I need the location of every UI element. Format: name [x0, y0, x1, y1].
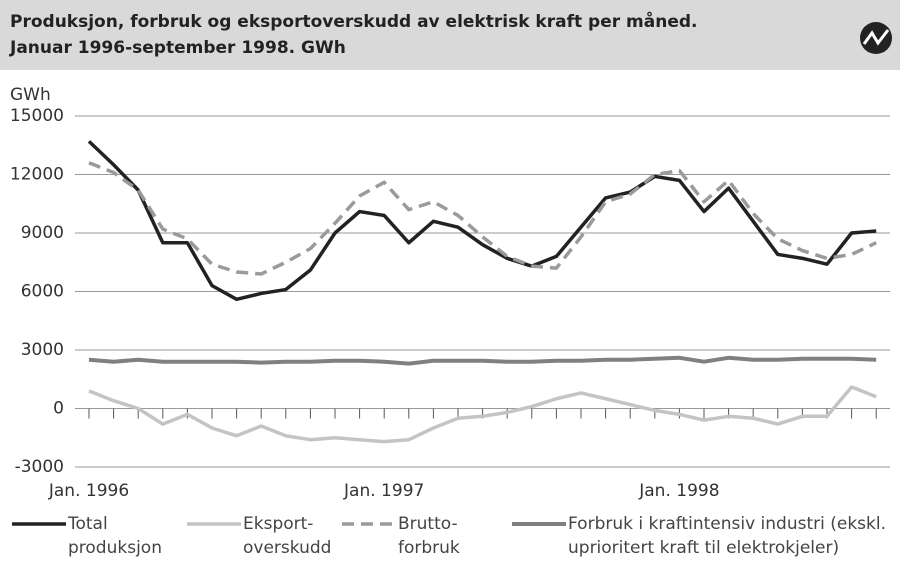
legend-swatch — [12, 522, 66, 526]
x-tick-label: Jan. 1998 — [638, 481, 719, 501]
header-band — [0, 0, 900, 70]
y-axis-label: GWh — [10, 85, 51, 105]
legend-item: Total produksjon — [10, 512, 178, 560]
legend-label: Eksport-overskudd — [243, 514, 332, 558]
legend-item: Brutto-forbruk — [340, 512, 473, 560]
y-tick-label: 9000 — [21, 223, 64, 243]
chart-subtitle: Januar 1996-september 1998. GWh — [9, 38, 346, 58]
legend-swatch — [342, 522, 396, 526]
legend-item: Forbruk i kraftintensiv industri (ekskl.… — [510, 512, 898, 560]
y-tick-label: 0 — [53, 399, 64, 419]
y-tick-label: 3000 — [21, 340, 64, 360]
series-line — [88, 355, 877, 366]
x-tick-label: Jan. 1997 — [343, 481, 424, 501]
legend-label: Forbruk i kraftintensiv industri (ekskl.… — [568, 514, 887, 558]
legend-label: Brutto-forbruk — [398, 514, 460, 558]
y-tick-label: 12000 — [10, 165, 64, 185]
legend-item: Eksport-overskudd — [185, 512, 333, 560]
logo — [860, 22, 892, 54]
y-tick-label: -3000 — [15, 457, 64, 477]
chart-title: Produksjon, forbruk og eksportoverskudd … — [10, 10, 697, 32]
series-line — [88, 161, 877, 276]
series-line — [88, 385, 877, 444]
x-tick-label: Jan. 1996 — [48, 481, 129, 501]
legend-swatch — [512, 522, 566, 526]
legend-swatch — [187, 522, 241, 526]
series-line — [87, 140, 877, 302]
y-tick-label: 6000 — [21, 282, 64, 302]
legend-label: Total produksjon — [68, 514, 162, 558]
y-tick-label: 15000 — [10, 106, 64, 126]
